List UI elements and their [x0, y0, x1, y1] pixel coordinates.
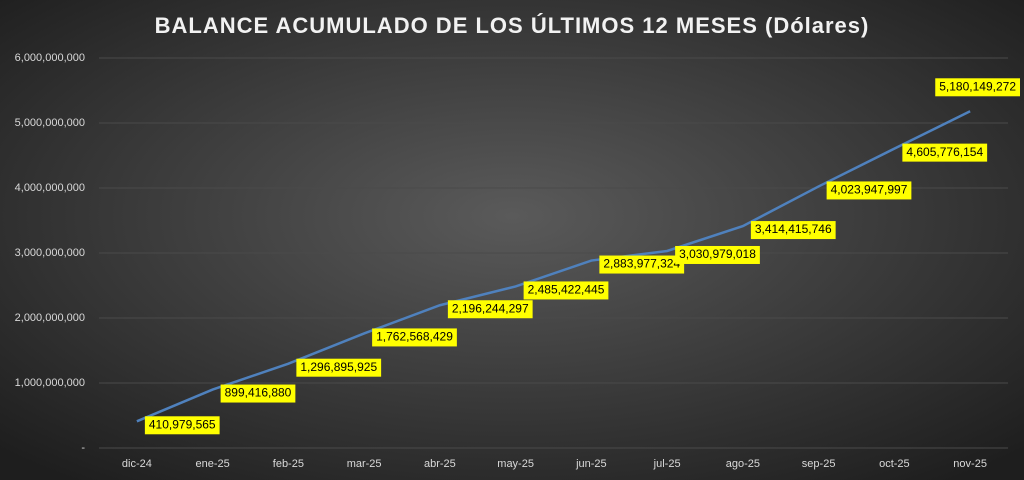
x-tick-label: dic-24 — [122, 458, 152, 470]
data-label: 4,605,776,154 — [906, 145, 983, 159]
y-tick-label: 6,000,000,000 — [15, 52, 85, 64]
data-label: 410,979,565 — [149, 417, 216, 431]
data-label: 3,414,415,746 — [755, 222, 832, 236]
data-label: 5,180,149,272 — [939, 79, 1016, 93]
data-label: 2,485,422,445 — [528, 283, 605, 297]
data-label-box — [296, 358, 382, 377]
data-label-box — [523, 281, 609, 300]
data-label-box — [750, 221, 836, 240]
y-tick-label: 4,000,000,000 — [15, 182, 85, 194]
x-tick-label: ago-25 — [726, 458, 760, 470]
chart-title: BALANCE ACUMULADO DE LOS ÚLTIMOS 12 MESE… — [155, 13, 870, 38]
data-label-box — [826, 181, 912, 200]
data-label: 1,762,568,429 — [376, 330, 453, 344]
x-tick-label: feb-25 — [273, 458, 304, 470]
x-tick-label: oct-25 — [879, 458, 910, 470]
y-tick-label: 3,000,000,000 — [15, 247, 85, 259]
data-label-box — [220, 384, 296, 403]
data-label: 1,296,895,925 — [300, 360, 377, 374]
data-label-box — [372, 328, 457, 347]
y-tick-label: 2,000,000,000 — [15, 312, 85, 324]
y-tick-label: 1,000,000,000 — [15, 377, 85, 389]
x-tick-label: abr-25 — [424, 458, 456, 470]
data-label-box — [144, 416, 220, 435]
data-label-box — [599, 255, 685, 274]
x-tick-label: may-25 — [497, 458, 534, 470]
y-tick-label: 5,000,000,000 — [15, 117, 85, 129]
data-label-box — [935, 78, 1020, 97]
data-label: 3,030,979,018 — [679, 247, 756, 261]
x-tick-label: sep-25 — [802, 458, 836, 470]
x-tick-label: mar-25 — [347, 458, 382, 470]
y-tick-label: - — [81, 442, 85, 454]
data-label-box — [902, 143, 988, 162]
data-line — [136, 110, 971, 423]
data-label: 899,416,880 — [225, 386, 292, 400]
data-label: 4,023,947,997 — [831, 183, 908, 197]
data-label-box — [447, 300, 533, 319]
data-label: 2,883,977,324 — [603, 257, 680, 271]
data-label: 2,196,244,297 — [452, 301, 529, 315]
x-tick-label: jun-25 — [575, 458, 607, 470]
x-tick-label: ene-25 — [195, 458, 229, 470]
data-label-box — [675, 245, 760, 264]
x-tick-label: nov-25 — [953, 458, 987, 470]
x-tick-label: jul-25 — [653, 458, 681, 470]
